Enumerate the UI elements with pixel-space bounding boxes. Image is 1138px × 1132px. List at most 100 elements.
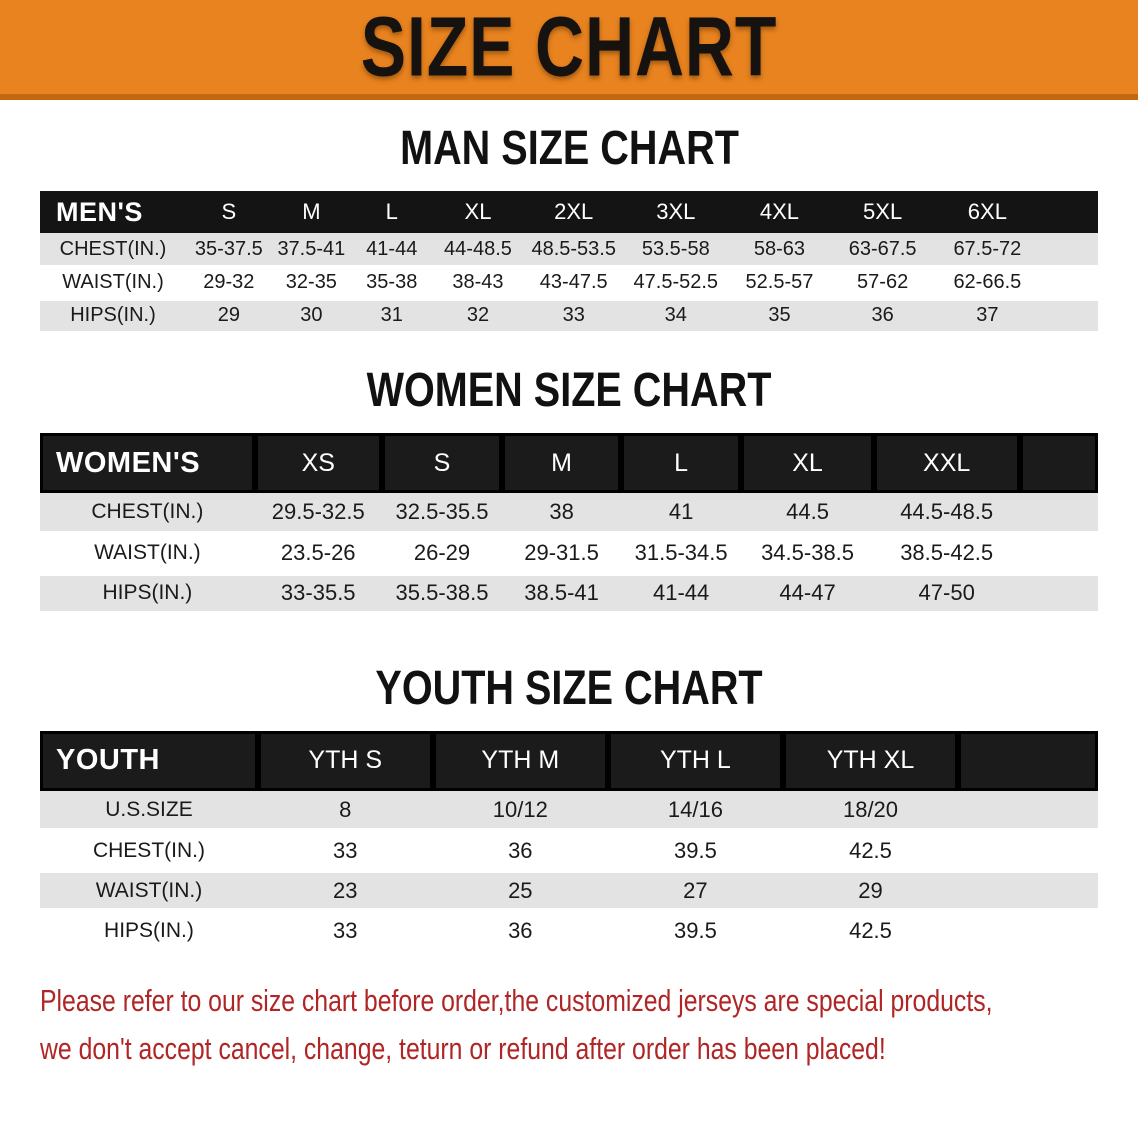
men-section-heading: MAN SIZE CHART xyxy=(0,119,1138,176)
table-header-row: MEN'S S M L XL 2XL 3XL 4XL 5XL 6XL xyxy=(40,191,1098,234)
size-cell: 29-32 xyxy=(186,266,272,301)
women-size-table: WOMEN'S XS S M L XL XXL CHEST(IN.) 29.5-… xyxy=(40,433,1098,616)
row-label: CHEST(IN.) xyxy=(40,233,186,268)
table-row: U.S.SIZE 8 10/12 14/16 18/20 xyxy=(40,790,1098,834)
size-col-header: YTH M xyxy=(432,730,609,791)
row-label: WAIST(IN.) xyxy=(40,266,186,301)
size-cell: 47.5-52.5 xyxy=(623,266,728,301)
size-cell: 33 xyxy=(257,830,433,874)
spacer-cell xyxy=(958,910,1098,954)
size-cell: 41-44 xyxy=(351,233,433,268)
size-cell: 41-44 xyxy=(620,573,742,616)
size-col-header: XL xyxy=(432,191,524,234)
size-cell: 31 xyxy=(351,299,433,334)
size-col-header: XXL xyxy=(873,433,1020,493)
table-row: HIPS(IN.) 33-35.5 35.5-38.5 38.5-41 41-4… xyxy=(40,573,1098,616)
table-row: CHEST(IN.) 29.5-32.5 32.5-35.5 38 41 44.… xyxy=(40,493,1098,536)
size-cell: 32.5-35.5 xyxy=(381,493,503,536)
size-cell: 23.5-26 xyxy=(254,533,382,576)
spacer-cell xyxy=(1040,191,1098,234)
size-cell: 38 xyxy=(502,493,621,536)
youth-corner-label: YOUTH xyxy=(40,730,258,791)
size-col-header: 4XL xyxy=(727,191,832,234)
row-label: HIPS(IN.) xyxy=(40,910,258,954)
size-cell: 58-63 xyxy=(727,233,832,268)
spacer-cell xyxy=(958,830,1098,874)
size-cell: 33 xyxy=(257,910,433,954)
size-cell: 36 xyxy=(831,299,934,334)
size-cell: 52.5-57 xyxy=(727,266,832,301)
size-cell: 10/12 xyxy=(432,790,609,834)
size-cell: 14/16 xyxy=(608,790,783,834)
row-label: U.S.SIZE xyxy=(40,790,258,834)
size-cell: 29-31.5 xyxy=(502,533,621,576)
size-cell: 35.5-38.5 xyxy=(381,573,503,616)
size-cell: 62-66.5 xyxy=(933,266,1041,301)
men-size-table: MEN'S S M L XL 2XL 3XL 4XL 5XL 6XL CHEST… xyxy=(40,191,1098,334)
size-col-header: XL xyxy=(741,433,874,493)
spacer-cell xyxy=(958,730,1098,791)
size-cell: 34.5-38.5 xyxy=(741,533,874,576)
women-corner-label: WOMEN'S xyxy=(40,433,255,493)
youth-size-table: YOUTH YTH S YTH M YTH L YTH XL U.S.SIZE … xyxy=(40,730,1098,954)
spacer-cell xyxy=(958,790,1098,834)
size-cell: 30 xyxy=(271,299,352,334)
men-corner-label: MEN'S xyxy=(40,191,186,234)
spacer-cell xyxy=(1040,299,1098,334)
size-cell: 44.5-48.5 xyxy=(873,493,1020,536)
spacer-cell xyxy=(1019,433,1098,493)
men-section-heading-text: MAN SIZE CHART xyxy=(399,119,739,176)
size-cell: 35-38 xyxy=(351,266,433,301)
size-cell: 44-48.5 xyxy=(432,233,524,268)
table-row: HIPS(IN.) 29 30 31 32 33 34 35 36 37 xyxy=(40,299,1098,334)
size-cell: 43-47.5 xyxy=(523,266,624,301)
size-col-header: XS xyxy=(254,433,382,493)
size-cell: 48.5-53.5 xyxy=(523,233,624,268)
disclaimer-line-1: Please refer to our size chart before or… xyxy=(40,983,993,1019)
youth-section-heading: YOUTH SIZE CHART xyxy=(0,659,1138,715)
size-col-header: 3XL xyxy=(623,191,728,234)
size-cell: 29 xyxy=(186,299,272,334)
size-cell: 8 xyxy=(257,790,433,834)
size-cell: 25 xyxy=(432,870,609,914)
table-row: HIPS(IN.) 33 36 39.5 42.5 xyxy=(40,910,1098,954)
size-cell: 38.5-41 xyxy=(502,573,621,616)
size-cell: 23 xyxy=(257,870,433,914)
size-cell: 32 xyxy=(432,299,524,334)
size-col-header: M xyxy=(502,433,621,493)
size-cell: 39.5 xyxy=(608,830,783,874)
size-cell: 36 xyxy=(432,830,609,874)
size-col-header: 5XL xyxy=(831,191,934,234)
size-col-header: S xyxy=(186,191,272,234)
size-col-header: YTH L xyxy=(608,730,783,791)
size-cell: 29.5-32.5 xyxy=(254,493,382,536)
spacer-cell xyxy=(1019,493,1098,536)
row-label: CHEST(IN.) xyxy=(40,493,255,536)
size-cell: 67.5-72 xyxy=(933,233,1041,268)
table-row: CHEST(IN.) 35-37.5 37.5-41 41-44 44-48.5… xyxy=(40,233,1098,268)
size-cell: 37.5-41 xyxy=(271,233,352,268)
women-section-heading: WOMEN SIZE CHART xyxy=(0,364,1138,415)
size-cell: 33 xyxy=(523,299,624,334)
size-cell: 32-35 xyxy=(271,266,352,301)
table-header-row: YOUTH YTH S YTH M YTH L YTH XL xyxy=(40,730,1098,791)
size-cell: 44.5 xyxy=(741,493,874,536)
spacer-cell xyxy=(958,870,1098,914)
row-label: CHEST(IN.) xyxy=(40,830,258,874)
size-col-header: L xyxy=(351,191,433,234)
size-cell: 44-47 xyxy=(741,573,874,616)
size-cell: 42.5 xyxy=(782,910,959,954)
order-disclaimer: Please refer to our size chart before or… xyxy=(40,977,993,1073)
size-cell: 38-43 xyxy=(432,266,524,301)
row-label: HIPS(IN.) xyxy=(40,299,186,334)
spacer-cell xyxy=(1040,233,1098,268)
spacer-cell xyxy=(1040,266,1098,301)
size-cell: 63-67.5 xyxy=(831,233,934,268)
size-cell: 27 xyxy=(608,870,783,914)
banner: SIZE CHART xyxy=(0,0,1138,100)
size-cell: 41 xyxy=(620,493,742,536)
size-cell: 34 xyxy=(623,299,728,334)
youth-section-heading-text: YOUTH SIZE CHART xyxy=(375,659,763,715)
table-row: WAIST(IN.) 23 25 27 29 xyxy=(40,870,1098,914)
size-cell: 29 xyxy=(782,870,959,914)
